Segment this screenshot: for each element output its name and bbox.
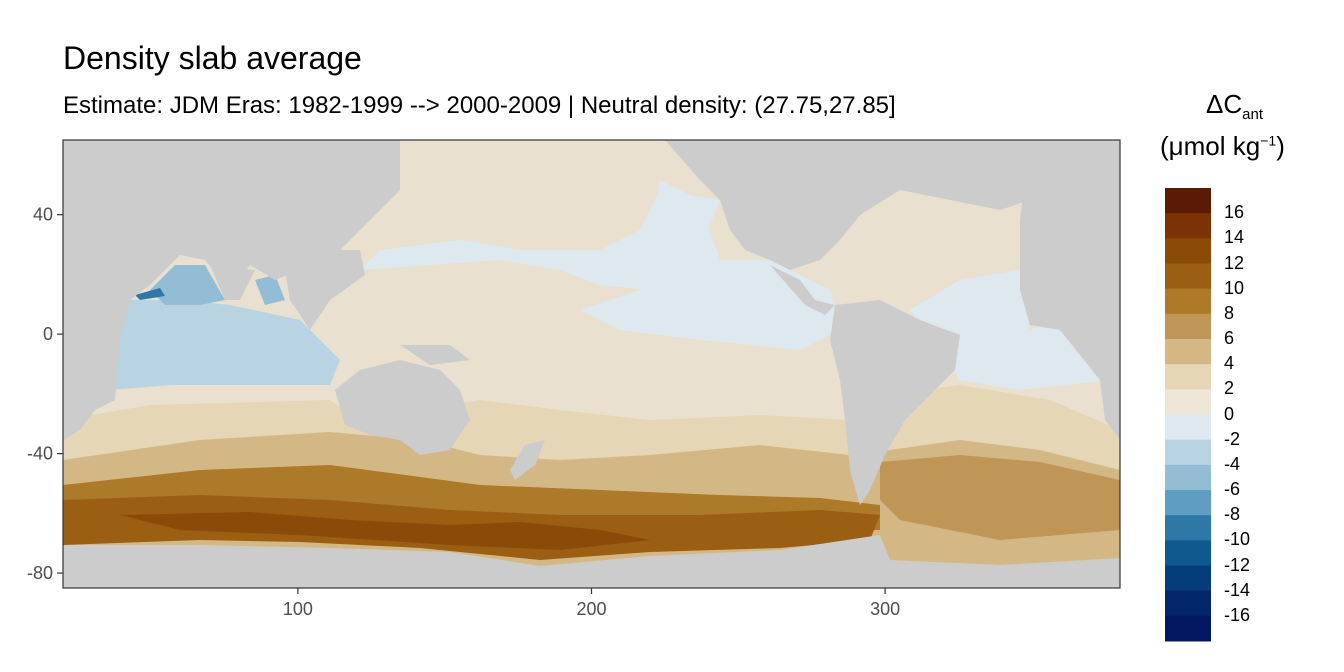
colorbar-swatch: [1165, 515, 1211, 541]
legend-label: 16: [1224, 202, 1245, 223]
legend-label: -16: [1224, 604, 1251, 625]
y-tick-label: 0: [43, 324, 53, 344]
legend-label: -12: [1224, 554, 1251, 575]
colorbar-swatch: [1165, 389, 1211, 415]
ocean-south-atlantic: [880, 455, 1120, 540]
colorbar-swatch: [1165, 313, 1211, 340]
legend-symbol: ΔC: [1206, 89, 1243, 119]
colorbar-swatch: [1165, 213, 1211, 239]
ocean-tropical-pacific: [360, 190, 720, 290]
colorbar-swatch: [1165, 490, 1211, 516]
legend-label: -10: [1224, 529, 1251, 550]
colorbar-swatch: [1165, 540, 1211, 566]
legend-unit-prefix: (μmol kg: [1160, 131, 1261, 162]
colorbar-swatch: [1165, 364, 1211, 390]
colorbar-swatch: [1165, 238, 1211, 264]
land-north-america: [665, 140, 1120, 270]
ocean-east-pacific: [580, 180, 840, 350]
land-layer: [63, 140, 1120, 588]
y-tick-label: -40: [27, 444, 53, 464]
ocean-indian: [105, 300, 340, 390]
legend-label: 6: [1224, 328, 1235, 348]
ocean-arabian-sea: [150, 265, 225, 305]
ocean-atlantic-tropical: [910, 270, 1110, 390]
land-new-guinea: [400, 345, 470, 365]
x-tick-label: 300: [870, 599, 900, 619]
ocean-southern-dark: [120, 512, 650, 550]
legend-colorbar: [1165, 188, 1211, 642]
land-africa-east: [1020, 140, 1120, 440]
colorbar-swatch: [1165, 464, 1211, 491]
land-new-zealand: [510, 440, 545, 480]
legend-label: 8: [1224, 302, 1235, 323]
legend-title: ΔCant (μmol kg−1): [1160, 84, 1320, 167]
land-eurasia-africa: [63, 140, 400, 440]
colorbar-swatch: [1165, 288, 1211, 315]
colorbar-swatch: [1165, 590, 1211, 617]
legend-label: -14: [1224, 579, 1251, 600]
land-greenland: [910, 140, 1000, 180]
axis-ticks: [57, 214, 886, 594]
y-tick-label: 40: [33, 205, 53, 225]
colorbar-swatch: [1165, 263, 1211, 290]
legend-label: 10: [1224, 277, 1245, 298]
legend-unit-exponent: −1: [1260, 132, 1277, 149]
legend-label: -4: [1224, 453, 1241, 474]
legend-subscript: ant: [1242, 106, 1264, 124]
x-tick-label: 200: [576, 599, 606, 619]
legend-label: 4: [1224, 353, 1235, 374]
ocean-arabian-coast: [135, 288, 165, 300]
land-australia: [335, 360, 470, 455]
legend-unit-suffix: ): [1276, 131, 1285, 162]
legend-label: -2: [1224, 428, 1241, 449]
colorbar-swatch: [1165, 339, 1211, 365]
legend-label: -8: [1224, 504, 1241, 525]
ocean-bay-of-bengal: [255, 275, 285, 305]
legend-label: 12: [1224, 252, 1245, 273]
y-tick-label: -80: [27, 563, 53, 583]
chart-subtitle: Estimate: JDM Eras: 1982-1999 --> 2000-2…: [63, 92, 896, 119]
land-south-america: [830, 300, 960, 505]
x-tick-label: 100: [283, 599, 313, 619]
colorbar-swatch: [1165, 439, 1211, 466]
colorbar-swatch: [1165, 414, 1211, 441]
colorbar-swatch: [1165, 188, 1211, 214]
chart-title: Density slab average: [63, 40, 362, 76]
land-india: [210, 265, 255, 300]
legend-label: 0: [1224, 403, 1235, 424]
legend-label: -6: [1224, 479, 1241, 499]
land-antarctica: [63, 535, 1120, 588]
legend-label: 2: [1224, 378, 1235, 399]
land-central-america: [770, 265, 835, 315]
colorbar-swatch: [1165, 615, 1211, 642]
colorbar-swatch: [1165, 565, 1211, 592]
land-se-asia: [285, 250, 365, 330]
legend-label: 14: [1224, 227, 1245, 248]
